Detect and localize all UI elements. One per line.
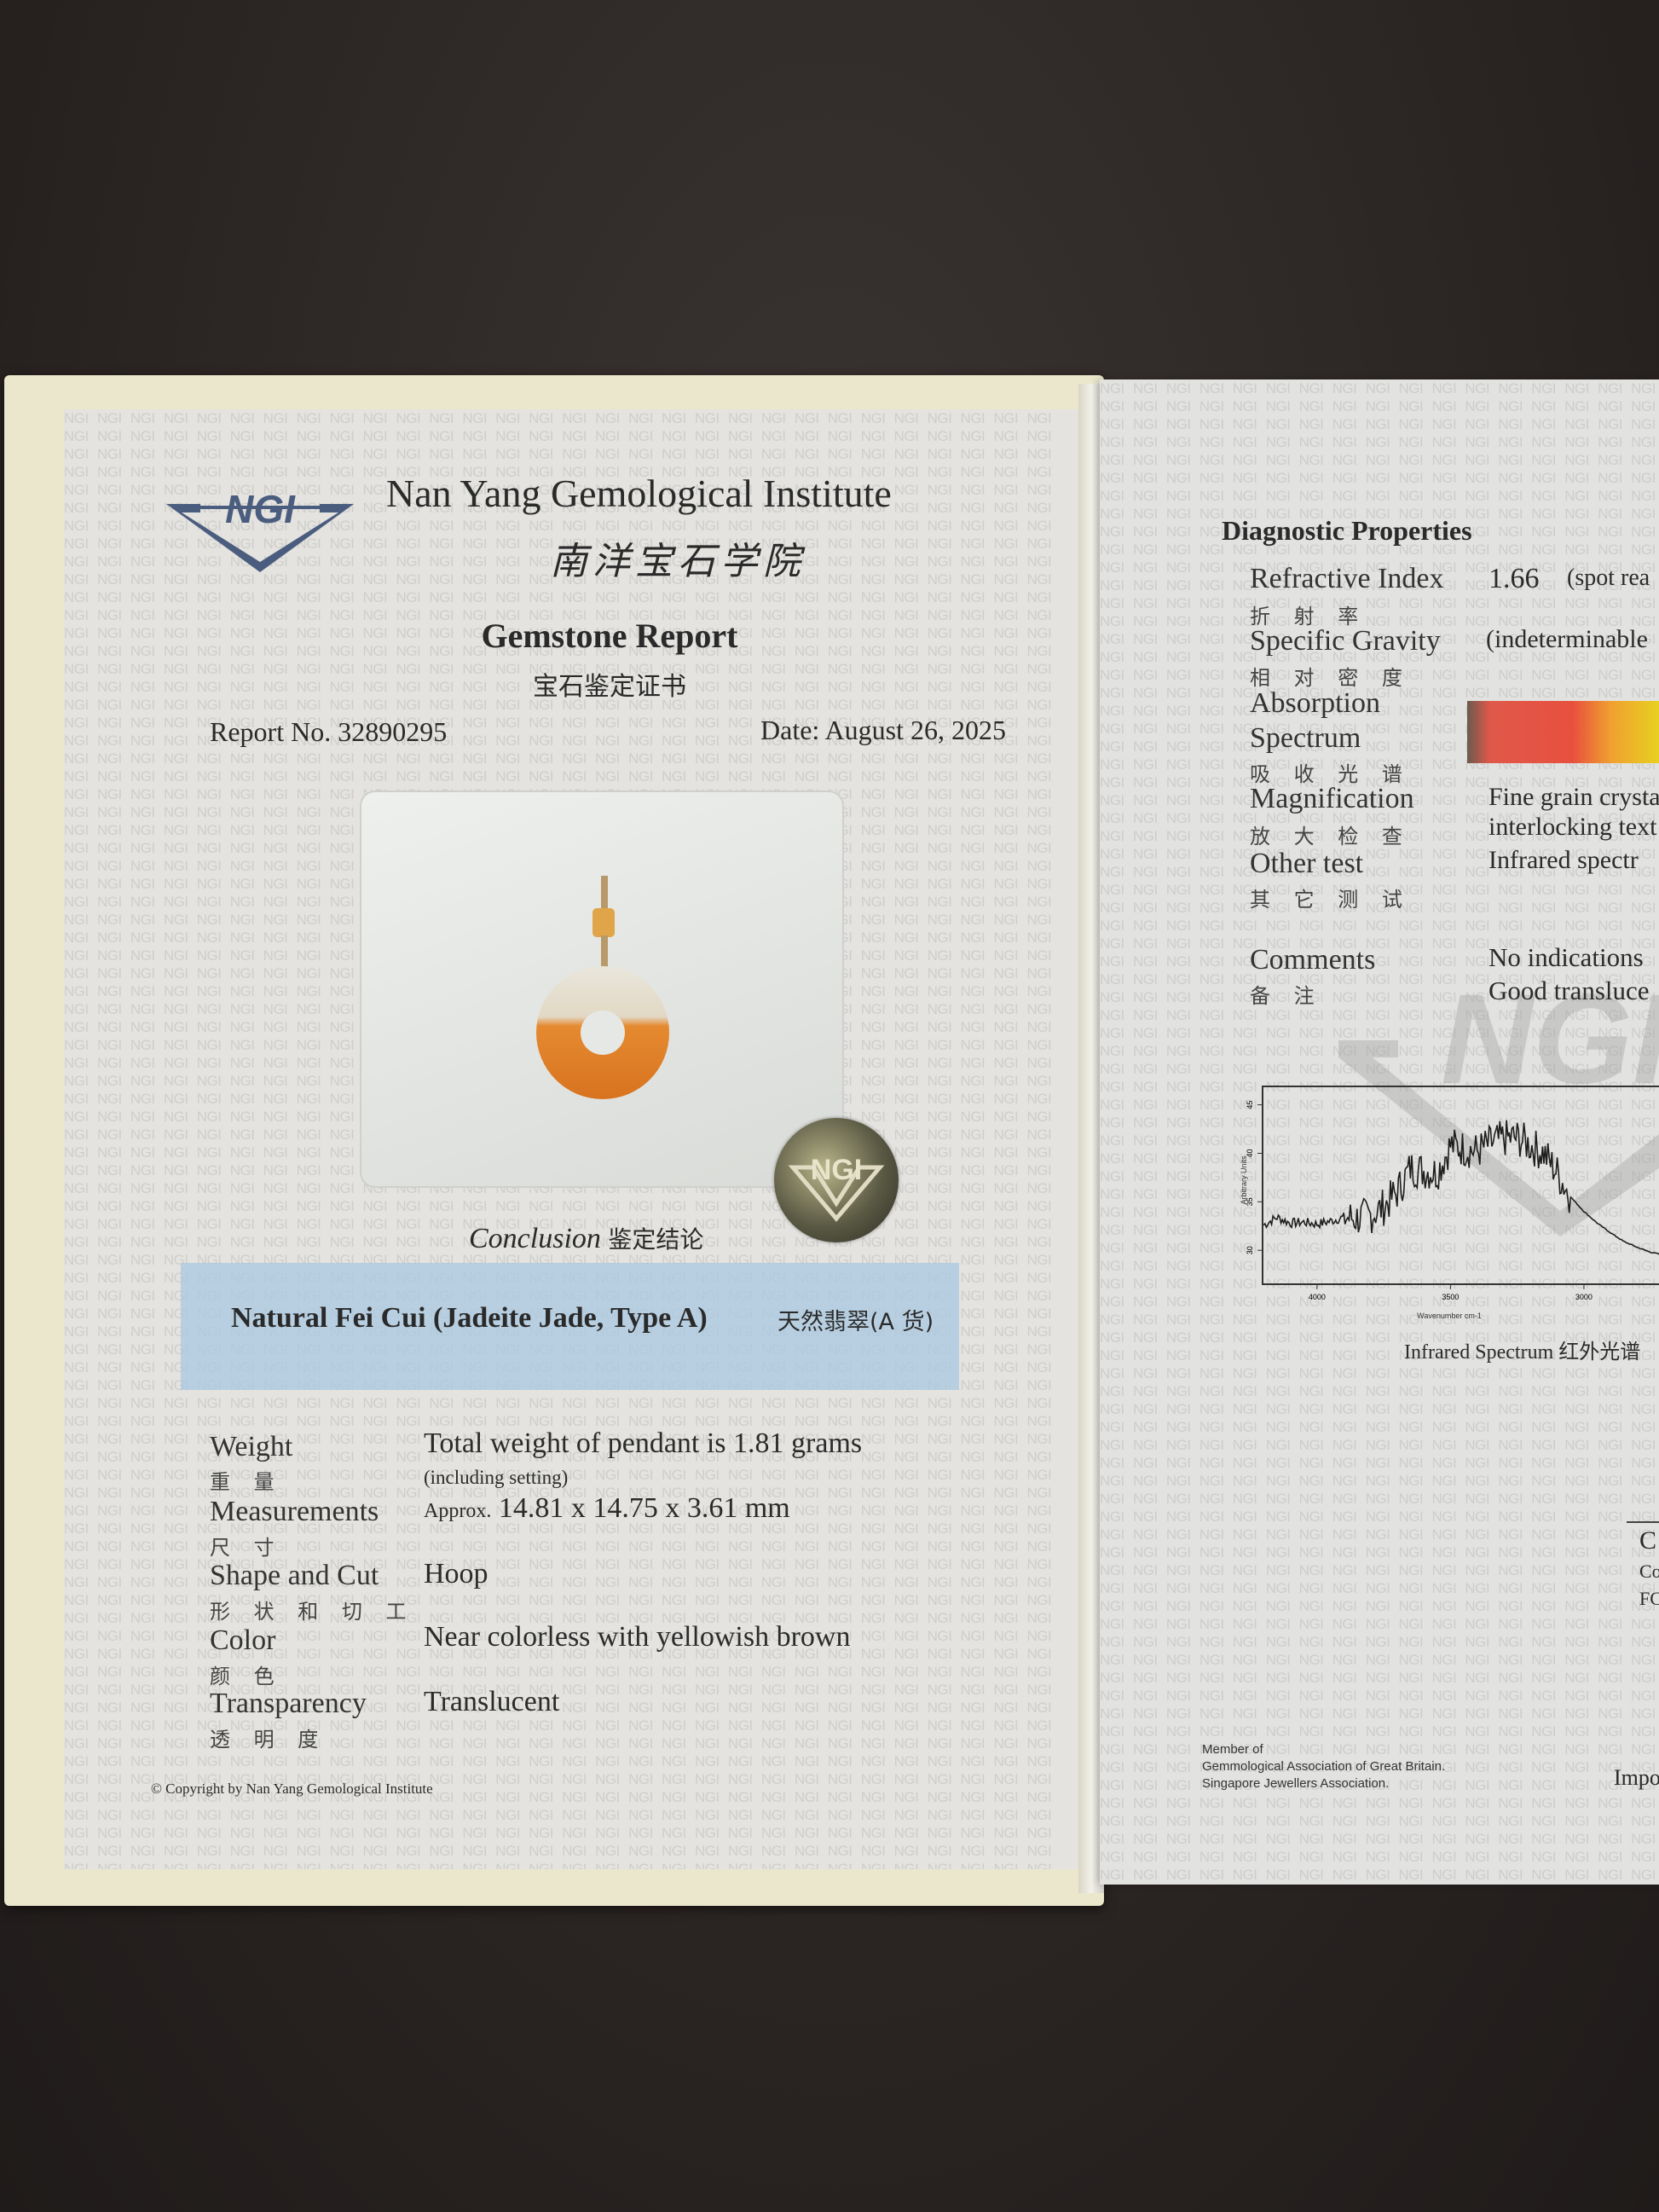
absorption-spectrum-label-cn: 吸 收 光 谱	[1250, 762, 1411, 786]
weight-note: (including setting)	[424, 1467, 569, 1488]
color-value: Near colorless with yellowish brown	[424, 1621, 851, 1653]
ir-spectrum-line	[1263, 1120, 1659, 1255]
specific-gravity-label: Specific Gravity	[1250, 625, 1441, 657]
report-title: Gemstone Report	[481, 617, 738, 655]
gemstone-photo-window	[360, 790, 844, 1188]
conclusion-label-en: Conclusion	[469, 1223, 601, 1254]
other-test-value: Infrared spectr	[1488, 846, 1639, 874]
member-of: Member of	[1202, 1742, 1263, 1757]
member-sja: Singapore Jewellers Association.	[1202, 1776, 1390, 1791]
institute-name: Nan Yang Gemological Institute	[386, 472, 892, 515]
ngi-watermark-pattern: NGI NGI NGI NGI NGI NGI NGI NGI NGI NGI …	[1100, 380, 1656, 1883]
specific-gravity-value: (indeterminable	[1486, 625, 1648, 653]
partial-box-text-1: C	[1639, 1526, 1657, 1555]
refractive-index-note: (spot rea	[1567, 565, 1650, 591]
color-label: Color	[210, 1624, 276, 1656]
magnification-value-2: interlocking text	[1488, 813, 1657, 841]
ngi-watermark-logo: NGI	[1338, 989, 1659, 1236]
transparency-value: Translucent	[424, 1686, 560, 1717]
specific-gravity-label-cn: 相 对 密 度	[1250, 666, 1411, 690]
y-tick-label: 45	[1246, 1101, 1254, 1109]
weight-label: Weight	[210, 1431, 293, 1462]
y-tick-label: 30	[1246, 1246, 1254, 1254]
ngi-logo: NGI	[166, 487, 354, 572]
magnification-label: Magnification	[1250, 783, 1414, 814]
measurements-label-cn: 尺 寸	[210, 1536, 283, 1560]
x-tick-label: 3500	[1442, 1293, 1459, 1301]
partial-box-rule	[1627, 1521, 1659, 1523]
diagnostic-title: Diagnostic Properties	[1222, 515, 1472, 546]
comments-value: No indications	[1488, 942, 1644, 972]
magnification-value: Fine grain crysta	[1488, 783, 1659, 811]
conclusion-label-cn: 鉴定结论	[608, 1225, 704, 1254]
comments-label: Comments	[1250, 944, 1376, 976]
chart-frame	[1262, 1086, 1659, 1285]
shape-cut-label-cn: 形 状 和 切 工	[210, 1600, 415, 1624]
partial-box-text-2: Co	[1639, 1561, 1659, 1582]
shape-cut-value: Hoop	[424, 1558, 488, 1590]
refractive-index-label-cn: 折 射 率	[1250, 605, 1367, 628]
ngi-watermark-pattern: NGI NGI NGI NGI NGI NGI NGI NGI NGI NGI …	[64, 410, 1052, 1869]
conclusion-label: Conclusion 鉴定结论	[469, 1221, 703, 1255]
partial-box-text-3: FC	[1639, 1588, 1659, 1609]
conclusion-text: Natural Fei Cui (Jadeite Jade, Type A)	[231, 1302, 708, 1334]
transparency-label: Transparency	[210, 1688, 367, 1719]
report-title-cn: 宝石鉴定证书	[533, 672, 686, 702]
y-axis-label: Arbitrary Units	[1240, 1155, 1248, 1205]
infrared-spectrum-chart: Arbitrary Units Wavenumber cm-1 30 35 40 45…	[1240, 1086, 1659, 1320]
comments-value-2: Good transluce	[1488, 976, 1650, 1005]
y-tick-label: 35	[1246, 1197, 1254, 1206]
measurements-label: Measurements	[210, 1496, 379, 1527]
partial-important-text: Impo	[1614, 1765, 1659, 1790]
measurements-prefix: Approx.	[424, 1500, 492, 1522]
color-label-cn: 颜 色	[210, 1665, 283, 1688]
transparency-label-cn: 透 明 度	[210, 1728, 327, 1752]
member-gagb: Gemmological Association of Great Britai…	[1202, 1759, 1446, 1774]
absorption-label: Absorption	[1250, 687, 1380, 719]
weight-value: Total weight of pendant is 1.81 grams	[424, 1427, 863, 1459]
weight-label-cn: 重 量	[210, 1470, 283, 1494]
report-page-left: NGI NGI NGI NGI NGI NGI NGI NGI NGI NGI …	[64, 409, 1083, 1869]
refractive-index-label: Refractive Index	[1250, 563, 1444, 594]
watermark-logo-text: NGI	[1441, 989, 1659, 1110]
conclusion-text-cn: 天然翡翠(A 货)	[777, 1309, 934, 1335]
spectrum-label: Spectrum	[1250, 722, 1361, 754]
x-tick-label: 3000	[1575, 1293, 1593, 1301]
x-tick-label: 4000	[1309, 1293, 1326, 1301]
x-axis-label: Wavenumber cm-1	[1417, 1312, 1482, 1320]
report-number: Report No. 32890295	[210, 716, 448, 747]
chart-title: Infrared Spectrum 红外光谱	[1404, 1341, 1641, 1364]
comments-label-cn: 备 注	[1250, 984, 1323, 1008]
chart-clip	[1263, 1120, 1659, 1255]
shape-cut-label: Shape and Cut	[210, 1560, 379, 1591]
other-test-label-cn: 其 它 测 试	[1250, 888, 1411, 912]
report-page-right: NGI NGI NGI NGI NGI NGI NGI NGI NGI NGI …	[1100, 379, 1659, 1885]
conclusion-band	[181, 1263, 959, 1390]
absorption-spectrum-bar	[1467, 701, 1659, 763]
y-tick-label: 40	[1246, 1149, 1254, 1157]
measurements-value: 14.81 x 14.75 x 3.61 mm	[498, 1492, 790, 1524]
magnification-label-cn: 放 大 检 查	[1250, 825, 1411, 848]
hologram-seal: NGI	[774, 1118, 899, 1242]
institute-name-cn: 南洋宝石学院	[550, 540, 806, 583]
hologram-logo-text: NGI	[811, 1154, 862, 1186]
other-test-label: Other test	[1250, 848, 1364, 879]
jade-pendant-image	[536, 876, 669, 1099]
refractive-index-value: 1.66	[1488, 563, 1540, 594]
copyright: © Copyright by Nan Yang Gemological Inst…	[151, 1781, 433, 1797]
membership-note: Member of Gemmological Association of Gr…	[1202, 1741, 1445, 1792]
report-date: Date: August 26, 2025	[760, 715, 1006, 745]
